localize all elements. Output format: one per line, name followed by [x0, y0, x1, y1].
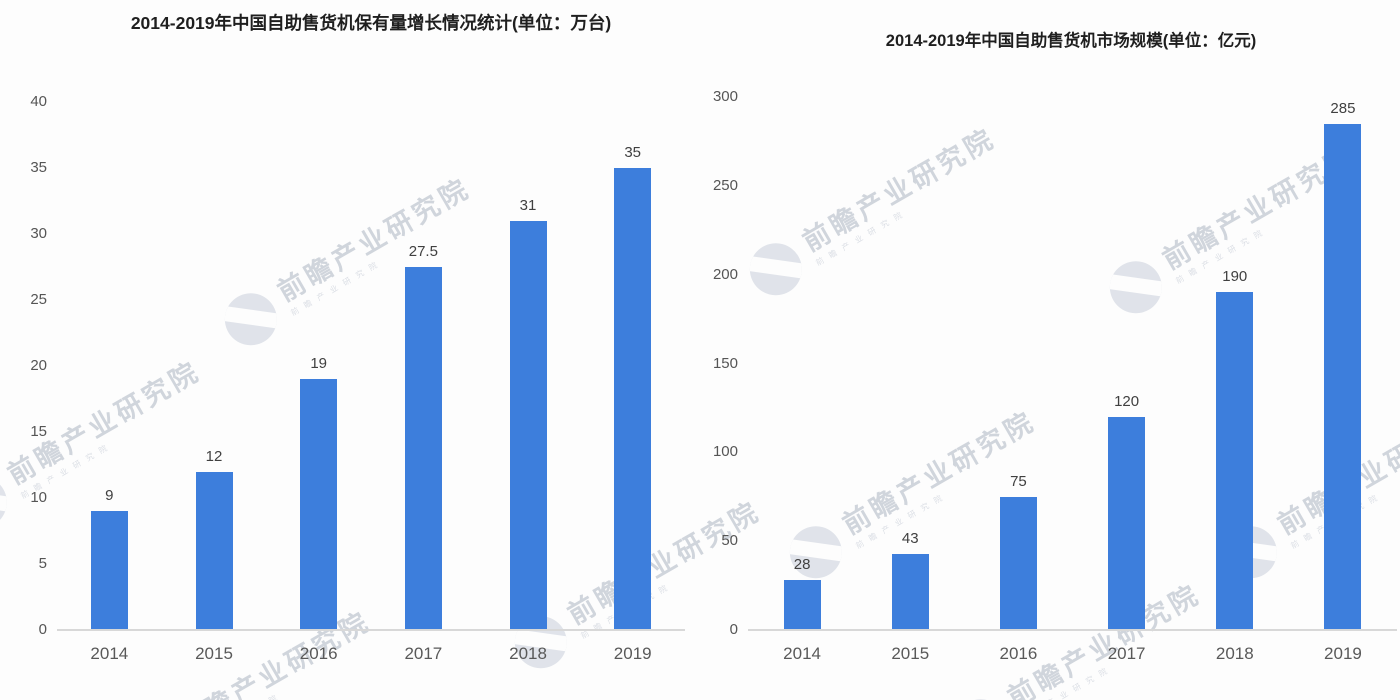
bar-2018	[1216, 292, 1254, 630]
chart-title: 2014-2019年中国自助售货机市场规模(单位：亿元)	[885, 32, 1257, 50]
bar-column: 190	[1181, 268, 1289, 630]
x-axis-labels: 2014 2015 2016 2017 2018 2019	[748, 630, 1397, 664]
y-tick-label: 25	[30, 291, 47, 308]
x-tick-label: 2016	[299, 644, 338, 663]
y-tick-label: 35	[30, 159, 47, 176]
bar-column: 285	[1289, 100, 1397, 630]
bar-2014	[783, 580, 821, 630]
bar-2019	[614, 168, 652, 630]
y-tick-label: 200	[712, 265, 738, 283]
bar-value-label: 9	[105, 487, 114, 505]
bar-2018	[509, 220, 547, 630]
x-tick-label: 2019	[613, 644, 652, 663]
bars-group: 9 12 19 27.5 31 35	[57, 102, 685, 630]
bar-value-label: 19	[310, 355, 328, 373]
bar-value-label: 190	[1222, 268, 1248, 286]
y-tick-label: 20	[30, 357, 47, 374]
y-tick-label: 250	[712, 176, 738, 194]
x-tick-label: 2018	[509, 644, 547, 663]
y-tick-label: 5	[38, 555, 47, 572]
bar-column: 35	[580, 144, 685, 630]
x-tick-label: 2015	[891, 644, 930, 663]
x-axis-line	[748, 629, 1397, 631]
bar-2015	[891, 553, 929, 630]
y-tick-label: 300	[712, 88, 738, 105]
y-axis: 0 50 100 150 200 250 300	[700, 88, 748, 638]
bar-2019	[1324, 123, 1362, 630]
bar-value-label: 28	[793, 556, 811, 574]
bar-column: 75	[964, 473, 1072, 630]
bar-value-label: 35	[624, 144, 642, 161]
bar-2016	[300, 379, 338, 630]
x-tick-label: 2015	[195, 644, 233, 663]
x-tick-label: 2016	[999, 644, 1038, 663]
bar-2015	[195, 471, 233, 630]
bar-column: 31	[476, 197, 581, 630]
bar-2017	[1108, 416, 1146, 630]
y-axis: 0 5 10 15 20 25 30 35 40	[0, 93, 57, 638]
bar-2014	[90, 511, 128, 630]
bar-value-label: 120	[1114, 392, 1140, 410]
bar-2017	[404, 267, 442, 630]
bar-column: 27.5	[371, 243, 476, 630]
y-tick-label: 100	[712, 443, 738, 461]
y-tick-label: 10	[30, 489, 47, 506]
plot-area: 28 43 75 120 190 285 2014 2015 2016 2017 2018 2019	[748, 97, 1397, 663]
x-tick-label: 2014	[783, 644, 821, 663]
bar-value-label: 75	[1010, 472, 1027, 490]
bar-column: 12	[162, 448, 267, 630]
bar-value-label: 31	[519, 196, 537, 214]
plot-area: 9 12 19 27.5 31 35 2014 2015 2016 2017 2018 2019	[57, 102, 685, 663]
bar-column: 43	[856, 530, 964, 630]
bar-value-label: 27.5	[408, 243, 438, 260]
bars-group: 28 43 75 120 190 285	[748, 97, 1397, 630]
bar-value-label: 12	[205, 447, 223, 465]
x-axis-line	[57, 629, 685, 631]
x-tick-label: 2017	[404, 644, 443, 663]
y-tick-label: 40	[30, 93, 47, 110]
x-tick-label: 2017	[1107, 644, 1146, 663]
chart-holdings: 2014-2019年中国自助售货机保有量增长情况统计(单位：万台) 0 5 10 15…	[0, 13, 685, 663]
x-tick-label: 2014	[90, 644, 129, 663]
bar-value-label: 285	[1330, 99, 1356, 117]
y-tick-label: 15	[30, 423, 47, 440]
y-tick-label: 0	[38, 621, 47, 638]
x-axis-labels: 2014 2015 2016 2017 2018 2019	[57, 630, 685, 664]
bar-column: 28	[748, 556, 856, 630]
x-tick-label: 2019	[1324, 644, 1362, 663]
bar-value-label: 43	[901, 529, 919, 547]
chart-title: 2014-2019年中国自助售货机保有量增长情况统计(单位：万台)	[130, 13, 612, 33]
bar-2016	[999, 496, 1037, 630]
y-tick-label: 50	[721, 532, 738, 550]
y-tick-label: 150	[712, 354, 738, 372]
bar-column: 19	[266, 355, 371, 630]
y-tick-label: 30	[30, 225, 47, 242]
bar-column: 9	[57, 487, 162, 630]
x-tick-label: 2018	[1215, 644, 1254, 663]
chart-market-size: 2014-2019年中国自助售货机市场规模(单位：亿元) 0 50 100 150 20…	[700, 0, 1400, 700]
y-tick-label: 0	[729, 621, 738, 638]
bar-column: 120	[1073, 393, 1181, 630]
